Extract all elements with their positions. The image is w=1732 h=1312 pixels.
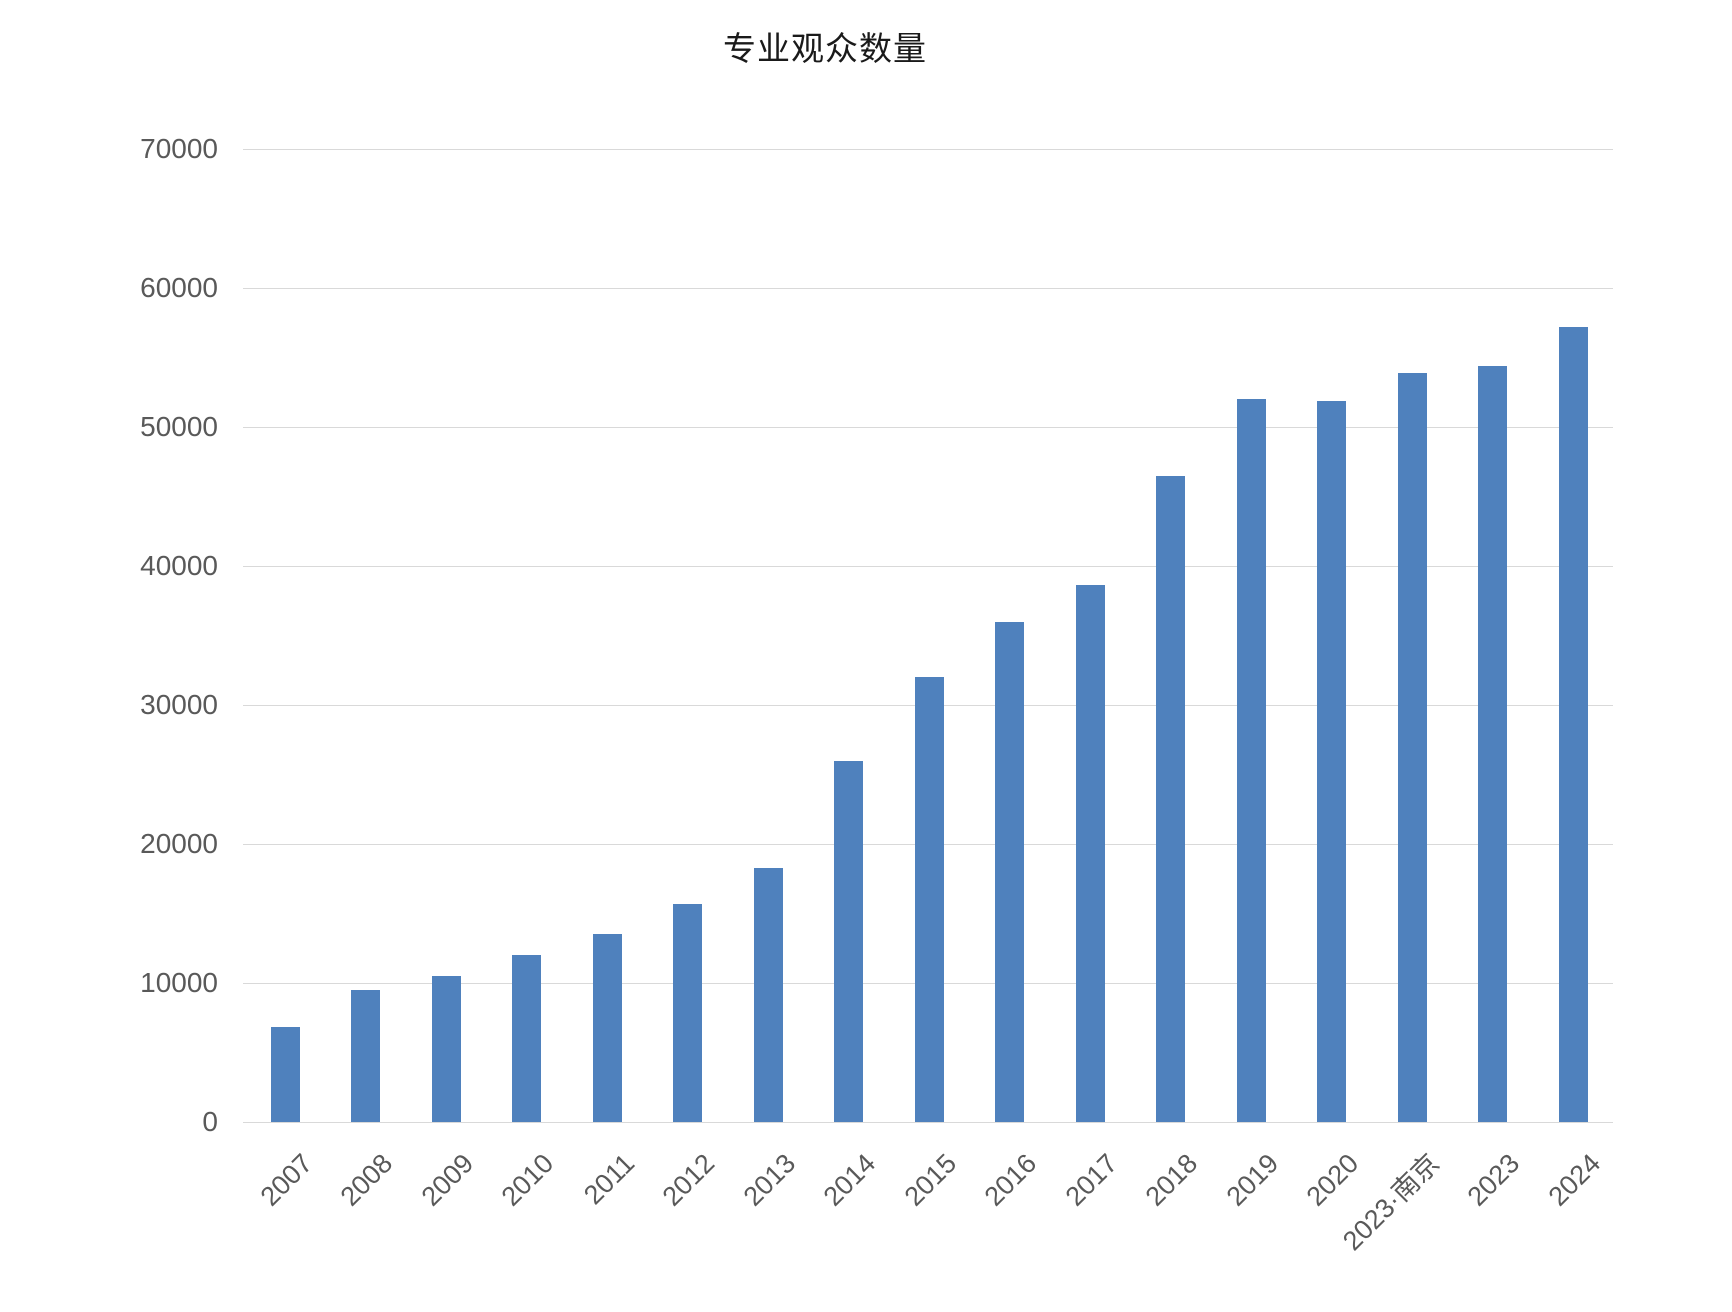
- x-axis-tick-label-2018: 2018: [1140, 1148, 1204, 1212]
- bar-2008[interactable]: [351, 989, 380, 1122]
- gridline-60000: [243, 288, 1613, 289]
- y-axis-tick-label-70000: 70000: [140, 133, 218, 164]
- x-axis-tick-label-2011: 2011: [577, 1148, 641, 1211]
- x-axis-tick-label-2016: 2016: [979, 1148, 1043, 1212]
- y-axis-tick-label-0: 0: [202, 1106, 218, 1137]
- bar-2009[interactable]: [431, 976, 461, 1122]
- x-axis-tick-label-2009: 2009: [415, 1148, 480, 1212]
- plot-area: [243, 149, 1613, 1123]
- bar-2023·南京[interactable]: [1397, 372, 1427, 1122]
- bar-2011[interactable]: [592, 934, 622, 1122]
- gridline-70000: [243, 149, 1613, 150]
- bar-2019[interactable]: [1236, 399, 1266, 1122]
- x-axis: 2007 2008 2009 2010 2011 2012 2013 2014 2015 2016…: [243, 1122, 1613, 1312]
- bar-2013[interactable]: [753, 867, 783, 1122]
- y-axis-tick-label-60000: 60000: [140, 272, 218, 303]
- y-axis-tick-label-40000: 40000: [140, 550, 218, 581]
- y-axis-tick-label-50000: 50000: [140, 411, 218, 442]
- bar-2012[interactable]: [673, 903, 702, 1122]
- x-axis-tick-label-2013: 2013: [737, 1148, 802, 1212]
- x-axis-tick-label-2012: 2012: [657, 1148, 721, 1212]
- y-axis-tick-label-30000: 30000: [140, 689, 218, 720]
- x-axis-tick-label-2020: 2020: [1301, 1148, 1365, 1212]
- x-axis-tick-label-2017: 2017: [1059, 1148, 1124, 1212]
- gridline-40000: [243, 566, 1613, 567]
- gridline-50000: [243, 427, 1613, 428]
- x-axis-tick-label-2015: 2015: [898, 1148, 963, 1212]
- gridline-0: [243, 1122, 1613, 1123]
- y-axis: 0 10000 20000 30000 40000 50000 60000 70000: [0, 133, 218, 1137]
- y-axis-tick-label-10000: 10000: [140, 967, 218, 998]
- y-axis-tick-label-20000: 20000: [140, 828, 218, 859]
- bar-2010[interactable]: [512, 955, 541, 1122]
- bar-2007[interactable]: [270, 1027, 300, 1122]
- x-axis-tick-label-2014: 2014: [818, 1148, 882, 1212]
- bar-2017[interactable]: [1075, 585, 1105, 1122]
- bar-2016[interactable]: [995, 621, 1024, 1122]
- x-axis-tick-label-2024: 2024: [1542, 1148, 1607, 1212]
- bar-2024[interactable]: [1558, 326, 1588, 1122]
- bar-2014[interactable]: [834, 760, 863, 1122]
- x-axis-tick-label-2023: 2023: [1462, 1148, 1526, 1212]
- bar-2018[interactable]: [1156, 475, 1185, 1122]
- x-axis-tick-label-2010: 2010: [496, 1148, 560, 1212]
- bar-2023[interactable]: [1478, 365, 1507, 1122]
- bar-2015[interactable]: [914, 677, 944, 1122]
- bar-2020[interactable]: [1317, 400, 1346, 1122]
- x-axis-tick-label-2019: 2019: [1220, 1148, 1285, 1212]
- x-axis-tick-label-2007: 2007: [254, 1148, 319, 1212]
- chart-title: 专业观众数量: [723, 30, 927, 67]
- x-axis-tick-label-2008: 2008: [335, 1148, 399, 1212]
